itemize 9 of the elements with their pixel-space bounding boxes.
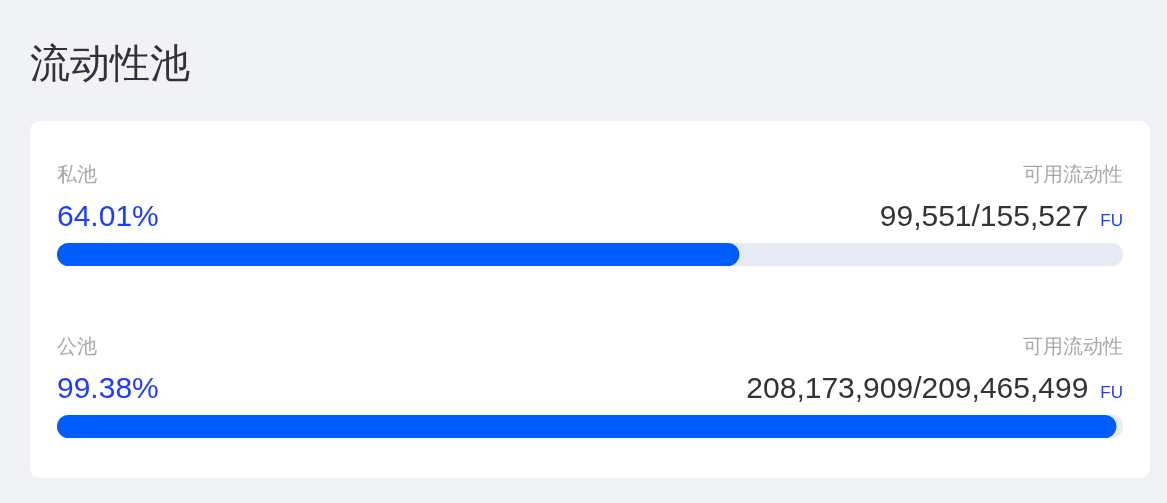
annotation: 可用流动性	[1023, 163, 1123, 185]
chart-title: 流动性池	[30, 41, 190, 85]
data-label: 99.38%	[57, 371, 159, 404]
annotation: 可用流动性	[1023, 335, 1123, 357]
data-label: 64.01%	[57, 199, 159, 232]
y-tick-label: 私池	[57, 163, 97, 185]
annotation: 99,551/155,527 FU	[879, 199, 1123, 232]
y-tick-label: 公池	[57, 335, 97, 357]
annotation: 208,173,909/209,465,499 FU	[746, 371, 1123, 404]
